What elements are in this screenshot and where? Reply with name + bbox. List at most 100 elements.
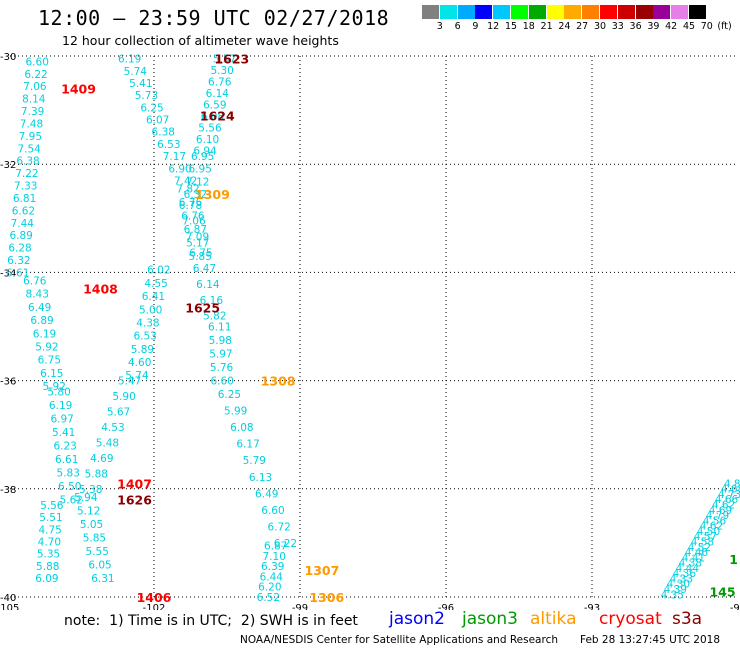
wave-height-value: 6.22 [24,69,47,81]
wave-height-value: 7.42 [174,175,197,187]
wave-height-value: 4.35 [661,589,684,601]
wave-height-value: 6.76 [208,77,232,89]
wave-height-value: 6.72 [267,521,290,533]
colorbar-label: 6 [454,21,461,32]
footer-credit: NOAA/NESDIS Center for Satellite Applica… [240,634,558,646]
wave-height-value: 5.92 [35,341,58,353]
pass-time-label: 1308 [261,374,296,389]
wave-height-value: 5.35 [37,549,60,561]
wave-height-value: 5.85 [83,532,106,544]
wave-height-value: 5.97 [209,349,232,361]
colorbar-cell [422,5,439,19]
pass-time-label: 1 [729,552,738,567]
colorbar-label: 12 [487,21,500,32]
wave-height-value: 5.48 [96,437,119,449]
wave-height-value: 6.23 [53,441,76,453]
wave-height-values: 6.606.227.068.147.397.487.957.546.387.22… [6,54,740,604]
y-tick-label: -38 [0,485,16,496]
wave-height-value: 5.62 [60,495,83,507]
wave-height-value: 8.43 [26,289,49,301]
wave-height-value: 4.62 [712,500,735,512]
y-tick-label: -34 [0,268,16,279]
wave-height-value: 5.99 [224,406,247,418]
wave-height-value: 7.48 [20,118,43,130]
wave-height-value: 6.76 [181,211,205,223]
wave-height-value: 4.75 [38,524,61,536]
wave-height-value: 6.89 [30,315,53,327]
wave-height-value: 6.75 [189,247,212,259]
pass-time-label: 1623 [214,52,249,67]
colorbar-label: 39 [647,21,660,32]
wave-height-value: 5.89 [131,344,154,356]
wave-height-value: 4.39 [664,584,687,596]
colorbar-label: (ft) [717,21,732,32]
wave-height-value: 7.82 [176,184,199,196]
wave-height-value: 6.61 [55,454,78,466]
legend-s3a: s3a [672,609,703,629]
wave-height-value: 6.94 [193,146,217,158]
wave-height-value: 4.62 [700,521,723,533]
wave-height-value: 4.50 [697,526,720,538]
colorbar-label: 45 [682,21,696,32]
wave-height-value: 4.60 [128,357,151,369]
wave-height-value: 6.14 [206,88,230,100]
colorbar-cell [493,5,511,19]
pass-time-label: 1407 [117,476,152,491]
wave-height-value: 5.38 [79,484,102,496]
wave-height-value: 4.57 [694,531,717,543]
pass-labels: 1623 1409 1624 1309 1408 1625 1308 1407 1626 1307… [61,52,738,605]
wave-height-value: 7.95 [19,131,42,143]
wave-height-value: 6.76 [179,197,203,209]
wave-height-value: 6.95 [191,151,214,163]
pass-time-label: 145 [709,585,735,600]
wave-height-value: 7.22 [15,168,38,180]
y-tick-label: -36 [0,377,16,388]
colorbar-cell [600,5,617,19]
colorbar-label: 24 [558,21,571,32]
wave-height-value: 6.07 [146,115,169,127]
wave-height-value: 5.83 [57,468,80,480]
wave-height-value: 7.33 [14,181,37,193]
wave-height-value: 6.20 [258,582,281,594]
colorbar-cell [528,5,546,19]
colorbar-label: 36 [629,21,642,32]
wave-height-value: 6.53 [133,331,156,343]
wave-height-value: 4.41 [682,552,705,564]
wave-height-value: 5.55 [86,546,109,558]
legend-altika: altika [530,609,577,629]
chart-title: 12:00 — 23:59 UTC 02/27/2018 [38,6,390,30]
wave-height-value: 6.25 [218,389,241,401]
legend-jason2: jason2 [389,609,445,629]
wave-height-value: 4.73 [718,489,740,501]
wave-height-value: 6.87 [184,224,207,236]
colorbar-cell [617,5,635,19]
wave-height-value: 6.22 [274,538,297,550]
wave-height-value: 6.76 [23,276,47,288]
wave-height-value: 6.81 [13,193,36,205]
pass-time-label: 1409 [61,81,96,96]
wave-height-value: 7.10 [263,551,286,563]
wave-height-value: 5.88 [36,561,59,573]
x-tick-label: -102 [143,603,166,610]
wave-height-value: 6.05 [88,560,111,572]
wave-height-value: 6.14 [196,279,220,291]
wave-height-value: 6.53 [157,139,180,151]
wave-height-value: 5.57 [213,54,236,66]
wave-height-value: 7.06 [182,216,206,228]
wave-height-value: 4.38 [679,558,702,570]
colorbar-label: 21 [540,21,553,32]
wave-height-value: 6.90 [168,163,191,175]
x-tick-label: -105 [0,603,19,610]
wave-height-value: 5.56 [198,123,222,135]
wave-height-value: 6.10 [196,134,219,146]
wave-height-value: 6.62 [12,205,35,217]
wave-height-value: 6.50 [58,481,81,493]
x-tick-label: -99 [292,603,308,610]
wave-height-value: 6.60 [261,505,284,517]
wave-height-value: 6.87 [264,541,287,553]
legend-cryosat: cryosat [599,609,662,629]
wave-height-value: 6.38 [16,156,39,168]
wave-height-value: 4.44 [676,563,700,575]
x-tick-label: -90 [730,603,740,610]
pass-time-label: 1624 [200,109,235,124]
